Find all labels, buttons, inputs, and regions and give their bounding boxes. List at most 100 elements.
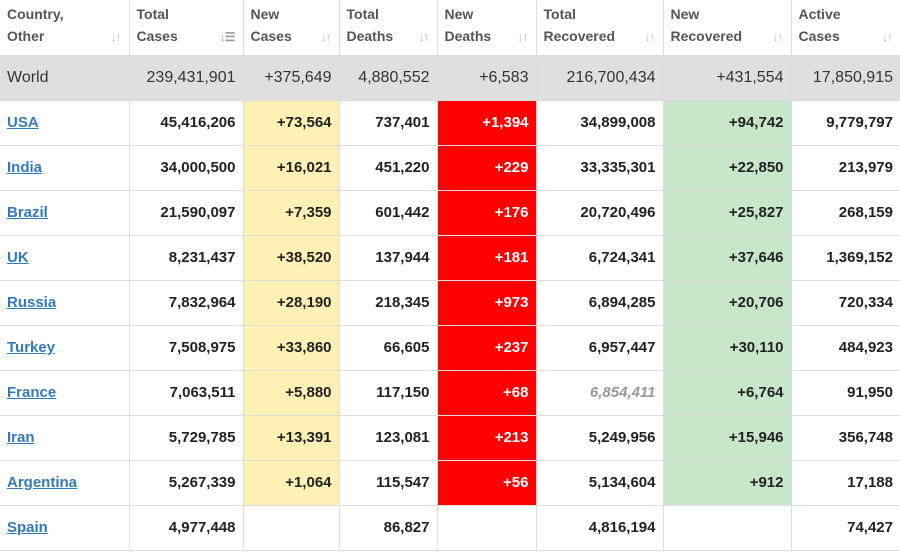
total-cases-cell: 5,267,339 <box>129 460 244 506</box>
total-deaths-cell: 737,401 <box>339 100 438 146</box>
total-recovered-cell: 5,249,956 <box>536 415 664 461</box>
total-recovered-cell: 6,894,285 <box>536 280 664 326</box>
country-link[interactable]: Spain <box>7 519 48 536</box>
country-link[interactable]: Argentina <box>7 474 78 491</box>
table-row: Iran 5,729,785 +13,391 123,081 +213 5,249,956… <box>0 415 900 461</box>
total-deaths-cell: 115,547 <box>339 460 438 506</box>
total-cases-cell: 4,977,448 <box>129 505 244 551</box>
total-recovered-cell: 6,957,447 <box>536 325 664 371</box>
total-cases-cell: 7,063,511 <box>129 370 244 416</box>
table-row: Russia 7,832,964 +28,190 218,345 +973 6,894,2… <box>0 280 900 326</box>
world-new-cases: +375,649 <box>243 56 340 101</box>
country-cell: USA <box>0 100 130 146</box>
header-label-line2: Cases <box>136 28 178 44</box>
new-cases-cell: +33,860 <box>243 325 340 371</box>
sort-icon[interactable]: ↓↑ <box>882 30 893 44</box>
total-cases-cell: 7,832,964 <box>129 280 244 326</box>
header-label-line1: Total <box>136 6 169 22</box>
header-label-line2: Cases <box>250 28 292 44</box>
country-link[interactable]: UK <box>7 249 29 266</box>
total-cases-cell: 7,508,975 <box>129 325 244 371</box>
new-cases-cell: +13,391 <box>243 415 340 461</box>
country-link[interactable]: USA <box>7 114 39 131</box>
new-deaths-cell: +237 <box>437 325 537 371</box>
header-country[interactable]: Country, Other ↓↑ <box>0 0 130 57</box>
header-total-deaths[interactable]: Total Deaths ↓↑ <box>339 0 438 57</box>
new-deaths-cell: +973 <box>437 280 537 326</box>
table-row: Brazil 21,590,097 +7,359 601,442 +176 20,720,… <box>0 190 900 236</box>
country-cell: France <box>0 370 130 416</box>
country-link[interactable]: India <box>7 159 43 176</box>
world-total-cases: 239,431,901 <box>129 56 244 101</box>
header-label-line1: New <box>670 6 700 22</box>
header-label-line1: Active <box>798 6 841 22</box>
new-recovered-cell: +20,706 <box>663 280 792 326</box>
header-new-cases[interactable]: New Cases ↓↑ <box>243 0 340 57</box>
total-deaths-cell: 218,345 <box>339 280 438 326</box>
new-recovered-cell: +94,742 <box>663 100 792 146</box>
header-new-recovered[interactable]: New Recovered ↓↑ <box>663 0 792 57</box>
active-cases-cell: 1,369,152 <box>791 235 900 281</box>
sort-icon[interactable]: ↓↑ <box>320 30 332 44</box>
new-deaths-cell: +213 <box>437 415 537 461</box>
sort-icon[interactable]: ↓↑ <box>772 30 784 44</box>
new-cases-cell: +7,359 <box>243 190 340 236</box>
world-new-deaths: +6,583 <box>437 56 537 101</box>
country-link[interactable]: Iran <box>7 429 35 446</box>
new-deaths-cell <box>437 505 537 551</box>
header-label-line2: Deaths <box>444 28 492 44</box>
sort-icon[interactable]: ↓↑ <box>644 30 656 44</box>
total-recovered-cell: 6,724,341 <box>536 235 664 281</box>
world-active-cases: 17,850,915 <box>791 56 900 101</box>
new-deaths-cell: +68 <box>437 370 537 416</box>
country-link[interactable]: Turkey <box>7 339 56 356</box>
country-link[interactable]: France <box>7 384 57 401</box>
new-recovered-cell: +22,850 <box>663 145 792 191</box>
table-row: Spain 4,977,448 86,827 4,816,194 74,427 <box>0 505 900 551</box>
world-row: World 239,431,901 +375,649 4,880,552 +6,… <box>0 56 900 101</box>
new-recovered-cell: +25,827 <box>663 190 792 236</box>
table-row: India 34,000,500 +16,021 451,220 +229 33,335,… <box>0 145 900 191</box>
sort-desc-icon[interactable]: ↓☰ <box>219 30 236 44</box>
active-cases-cell: 74,427 <box>791 505 900 551</box>
active-cases-cell: 484,923 <box>791 325 900 371</box>
active-cases-cell: 268,159 <box>791 190 900 236</box>
new-recovered-cell: +30,110 <box>663 325 792 371</box>
header-label-line1: Total <box>543 6 576 22</box>
country-cell: Turkey <box>0 325 130 371</box>
country-cell: Brazil <box>0 190 130 236</box>
total-deaths-cell: 66,605 <box>339 325 438 371</box>
total-cases-cell: 8,231,437 <box>129 235 244 281</box>
header-label-line2: Other <box>7 28 45 44</box>
new-deaths-cell: +176 <box>437 190 537 236</box>
sort-icon[interactable]: ↓↑ <box>110 30 122 44</box>
header-active-cases[interactable]: Active Cases ↓↑ <box>791 0 900 57</box>
total-recovered-cell: 33,335,301 <box>536 145 664 191</box>
country-link[interactable]: Brazil <box>7 204 48 221</box>
new-deaths-cell: +181 <box>437 235 537 281</box>
new-deaths-cell: +1,394 <box>437 100 537 146</box>
total-deaths-cell: 451,220 <box>339 145 438 191</box>
header-label-line2: Recovered <box>670 28 743 44</box>
header-new-deaths[interactable]: New Deaths ↓↑ <box>437 0 537 57</box>
country-link[interactable]: Russia <box>7 294 57 311</box>
total-deaths-cell: 137,944 <box>339 235 438 281</box>
header-total-cases[interactable]: Total Cases ↓☰ <box>129 0 244 57</box>
new-recovered-cell: +37,646 <box>663 235 792 281</box>
header-total-recovered[interactable]: Total Recovered ↓↑ <box>536 0 664 57</box>
country-cell: UK <box>0 235 130 281</box>
table-row: UK 8,231,437 +38,520 137,944 +181 6,724,341 +3… <box>0 235 900 281</box>
sort-icon[interactable]: ↓↑ <box>517 30 529 44</box>
sort-icon[interactable]: ↓↑ <box>418 30 430 44</box>
total-deaths-cell: 117,150 <box>339 370 438 416</box>
active-cases-cell: 356,748 <box>791 415 900 461</box>
new-cases-cell: +73,564 <box>243 100 340 146</box>
header-label-line2: Deaths <box>346 28 394 44</box>
new-cases-cell: +16,021 <box>243 145 340 191</box>
table-row: Turkey 7,508,975 +33,860 66,605 +237 6,957,44… <box>0 325 900 371</box>
header-row: Country, Other ↓↑ Total Cases ↓☰ New Cases ↓↑ Tot… <box>0 0 900 57</box>
total-cases-cell: 45,416,206 <box>129 100 244 146</box>
total-cases-cell: 21,590,097 <box>129 190 244 236</box>
new-recovered-cell: +6,764 <box>663 370 792 416</box>
table-row: USA 45,416,206 +73,564 737,401 +1,394 34,899,… <box>0 100 900 146</box>
